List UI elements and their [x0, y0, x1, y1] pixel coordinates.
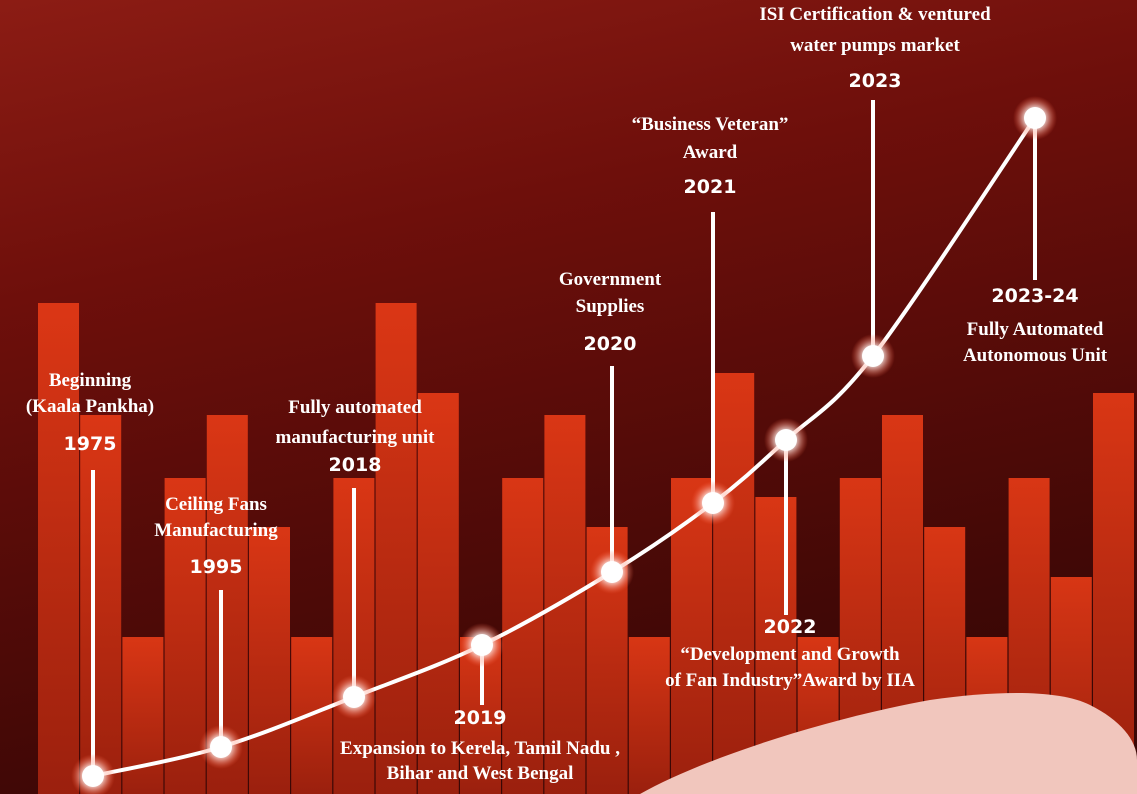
dot [82, 765, 104, 787]
timeline-infographic: 1975 Beginning (Kaala Pankha) 1995 Ceiling F… [0, 0, 1137, 794]
bar [80, 415, 121, 794]
milestone-year: 2019 [454, 707, 507, 729]
milestone-label: Fully Automated [967, 319, 1104, 340]
milestone-label: of Fan Industry”Award by IIA [665, 670, 915, 691]
milestone-label: “Business Veteran” [632, 114, 789, 135]
milestone-label: Beginning [49, 370, 132, 391]
dot [775, 429, 797, 451]
milestone-label: Bihar and West Bengal [387, 763, 574, 784]
dot [1024, 107, 1046, 129]
milestone-label: ISI Certification & ventured [759, 4, 991, 25]
bar [671, 478, 712, 794]
bar [713, 373, 754, 794]
milestone-year: 2021 [684, 176, 737, 198]
milestone-label: Government [559, 269, 662, 290]
milestone-label: Supplies [576, 296, 645, 317]
dot [862, 345, 884, 367]
bar [418, 393, 459, 794]
milestone-year: 2023-24 [991, 285, 1078, 307]
dot [343, 686, 365, 708]
bar [376, 303, 417, 794]
bar [249, 527, 290, 794]
dot [471, 634, 493, 656]
milestone-label: (Kaala Pankha) [26, 396, 154, 417]
dot [702, 492, 724, 514]
milestone-label: Ceiling Fans [165, 494, 267, 515]
milestone-label: Expansion to Kerela, Tamil Nadu , [340, 738, 620, 759]
dot [601, 561, 623, 583]
dot [210, 736, 232, 758]
milestone-year: 2023 [849, 70, 902, 92]
milestone-year: 2022 [764, 616, 817, 638]
milestone-year: 2018 [329, 454, 382, 476]
milestone-year: 1995 [190, 556, 243, 578]
milestone-label: Fully automated [288, 397, 422, 418]
milestone-label: Award [683, 142, 738, 163]
milestone-label: water pumps market [790, 35, 960, 56]
milestone-label: manufacturing unit [276, 427, 436, 448]
milestone-year: 1975 [64, 433, 117, 455]
milestone-year: 2020 [584, 333, 637, 355]
milestone-label: “Development and Growth [680, 644, 900, 665]
milestone-label: Autonomous Unit [963, 345, 1108, 366]
milestone-label: Manufacturing [154, 520, 278, 541]
bar [629, 637, 670, 794]
